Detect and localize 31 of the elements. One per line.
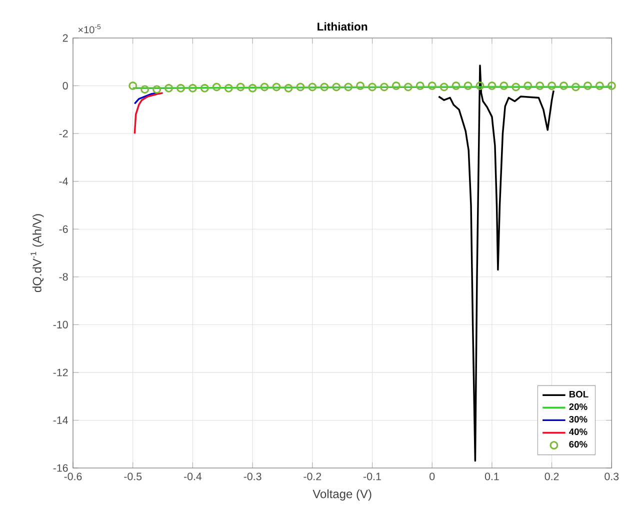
y-tick-label: -2	[59, 130, 68, 138]
text: ×10$^{-5}$	[78, 24, 101, 34]
chart-title: Lithiation	[318, 22, 368, 31]
x-tick-label: -0.4	[184, 472, 202, 480]
y-tick-label: -12	[53, 368, 68, 376]
y-tick-label: -4	[59, 178, 68, 185]
x-tick-label: -0.1	[364, 472, 381, 480]
line-series	[438, 64, 554, 462]
x-tick-label: -0.6	[64, 472, 82, 480]
x-axis-title: Voltage (V)	[312, 489, 372, 501]
x-tick-label: 0.3	[604, 472, 619, 480]
x-tick-label: -0.3	[244, 472, 262, 480]
legend-label: BOL	[569, 390, 588, 398]
y-tick-label: -14	[53, 416, 68, 424]
legend-label: 30%	[569, 416, 588, 423]
line-series	[134, 92, 164, 134]
legend-label: 60%	[569, 440, 588, 448]
legend-label: 20%	[569, 403, 588, 410]
legend-label: 40%	[569, 428, 588, 436]
x-tick-label: 0.1	[484, 472, 499, 480]
x-tick-label: -0.5	[124, 472, 142, 480]
y-tick-label: 2	[62, 34, 68, 42]
y-tick-label: -8	[59, 273, 68, 281]
y-tick-label: -16	[53, 464, 68, 472]
y-tick-label: 0	[62, 82, 68, 90]
x-tick-label: -0.2	[304, 472, 322, 480]
y-tick-label: -10	[53, 320, 68, 328]
x-tick-label: 0.2	[544, 472, 559, 480]
y-tick-label: -6	[59, 225, 68, 233]
y-axis-title: dQ.dV$^{-1}$ (Ah/V)	[30, 214, 44, 292]
x-tick-label: 0	[430, 472, 435, 480]
